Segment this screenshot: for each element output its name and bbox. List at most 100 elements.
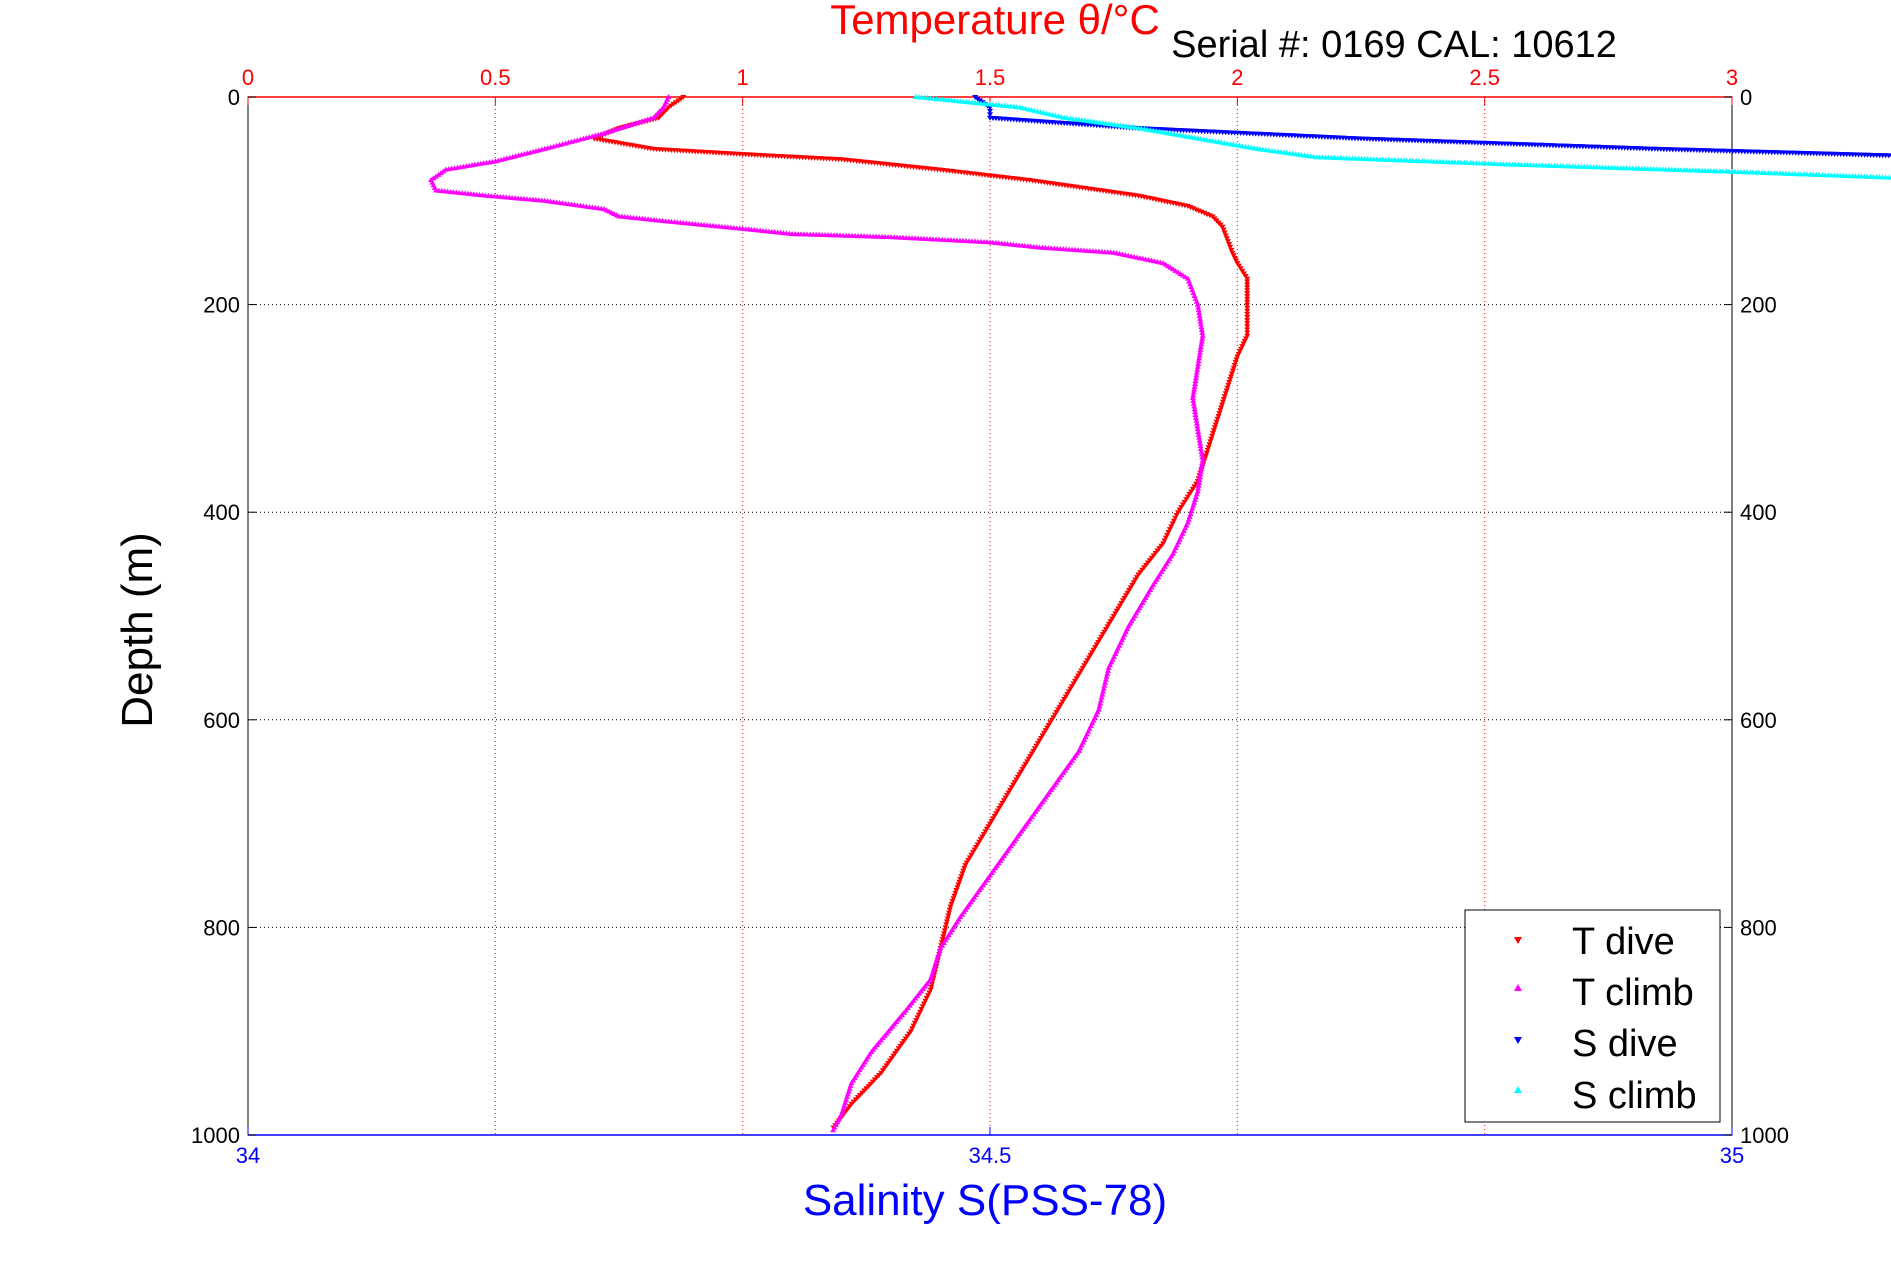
data-point bbox=[1194, 488, 1201, 494]
data-point bbox=[1197, 471, 1204, 477]
depth-tick-label-left: 600 bbox=[203, 708, 240, 733]
data-point bbox=[979, 834, 986, 840]
data-point bbox=[1195, 304, 1202, 310]
data-point bbox=[847, 1082, 854, 1088]
data-point bbox=[1081, 663, 1088, 669]
data-point bbox=[1244, 279, 1251, 285]
temperature-tick-label: 2.5 bbox=[1469, 65, 1500, 90]
depth-tick-label-left: 200 bbox=[203, 293, 240, 318]
data-point bbox=[1005, 790, 1012, 796]
data-point bbox=[917, 1009, 924, 1015]
data-point bbox=[949, 899, 956, 905]
data-point bbox=[959, 871, 966, 877]
data-point bbox=[830, 1127, 837, 1133]
data-point bbox=[1129, 582, 1136, 588]
data-point bbox=[999, 800, 1006, 806]
data-point bbox=[1198, 462, 1205, 468]
data-point bbox=[1174, 510, 1181, 516]
data-point bbox=[1196, 312, 1203, 318]
data-point bbox=[1212, 422, 1219, 428]
data-point bbox=[1242, 336, 1249, 342]
data-point bbox=[1185, 516, 1192, 522]
data-point bbox=[1244, 285, 1251, 291]
data-point bbox=[1232, 360, 1239, 366]
data-point bbox=[925, 993, 932, 999]
data-point bbox=[1051, 712, 1058, 718]
data-point bbox=[1236, 349, 1243, 355]
data-point bbox=[1192, 409, 1199, 415]
data-point bbox=[1033, 743, 1040, 749]
data-point bbox=[842, 1099, 849, 1105]
data-point bbox=[1220, 227, 1227, 233]
data-point bbox=[1192, 494, 1199, 500]
data-point bbox=[954, 885, 961, 891]
data-point bbox=[1078, 668, 1085, 674]
data-point bbox=[1199, 332, 1206, 338]
depth-tick-label-left: 800 bbox=[203, 915, 240, 940]
data-point bbox=[1219, 399, 1226, 405]
data-point bbox=[1098, 694, 1105, 700]
data-point bbox=[944, 916, 951, 922]
data-point bbox=[1021, 764, 1028, 770]
data-point bbox=[974, 842, 981, 848]
data-point bbox=[1121, 595, 1128, 601]
legend-label-t-dive: T dive bbox=[1572, 921, 1675, 963]
data-point bbox=[996, 806, 1003, 812]
data-point bbox=[1118, 601, 1125, 607]
data-point bbox=[1888, 153, 1891, 158]
data-point bbox=[1082, 660, 1089, 666]
data-point bbox=[1190, 502, 1197, 508]
data-point bbox=[1110, 614, 1117, 619]
legend-label-s-climb: S climb bbox=[1572, 1075, 1697, 1117]
data-point bbox=[1196, 434, 1203, 440]
data-point bbox=[1119, 598, 1126, 604]
salinity-tick-label: 34 bbox=[236, 1143, 260, 1168]
data-point bbox=[1214, 416, 1221, 422]
data-point bbox=[1196, 355, 1203, 361]
data-point bbox=[1105, 664, 1112, 670]
data-point bbox=[1101, 682, 1108, 688]
data-point bbox=[1244, 302, 1251, 308]
data-point bbox=[1194, 366, 1201, 372]
data-point bbox=[1198, 327, 1205, 333]
data-point bbox=[1241, 338, 1248, 344]
data-point bbox=[1244, 282, 1251, 288]
data-point bbox=[1193, 420, 1200, 426]
series-s-climb bbox=[912, 94, 1891, 180]
data-point bbox=[1196, 479, 1203, 485]
data-point bbox=[1204, 447, 1211, 453]
data-point bbox=[961, 865, 968, 871]
data-point bbox=[946, 910, 953, 916]
data-point bbox=[1102, 626, 1109, 632]
data-point bbox=[1073, 676, 1080, 682]
data-point bbox=[993, 811, 1000, 817]
depth-tick-label-right: 600 bbox=[1740, 708, 1777, 733]
data-point bbox=[1190, 397, 1197, 403]
data-point bbox=[1215, 413, 1222, 419]
data-point bbox=[1124, 590, 1131, 596]
data-point bbox=[1030, 748, 1037, 754]
data-point bbox=[1197, 344, 1204, 350]
data-point bbox=[1244, 327, 1251, 333]
data-point bbox=[910, 1023, 917, 1029]
data-point bbox=[1198, 465, 1205, 471]
data-point bbox=[1133, 575, 1140, 581]
depth-tick-label-right: 0 bbox=[1740, 85, 1752, 110]
data-point bbox=[1244, 291, 1251, 297]
data-point bbox=[1107, 619, 1114, 625]
data-point bbox=[1025, 756, 1032, 762]
data-point bbox=[1224, 239, 1231, 245]
depth-tick-label-left: 400 bbox=[203, 500, 240, 525]
data-point bbox=[1176, 507, 1183, 513]
data-point bbox=[843, 1094, 850, 1100]
legend-label-s-dive: S dive bbox=[1572, 1023, 1678, 1065]
data-point bbox=[932, 962, 939, 968]
data-point bbox=[1196, 352, 1203, 358]
data-point bbox=[929, 970, 936, 976]
salinity-tick-label: 35 bbox=[1720, 1143, 1744, 1168]
depth-tick-label-left: 1000 bbox=[191, 1123, 240, 1148]
data-point bbox=[1062, 694, 1069, 700]
data-point bbox=[1039, 733, 1046, 739]
data-point bbox=[1230, 253, 1237, 259]
data-point bbox=[1132, 577, 1139, 583]
